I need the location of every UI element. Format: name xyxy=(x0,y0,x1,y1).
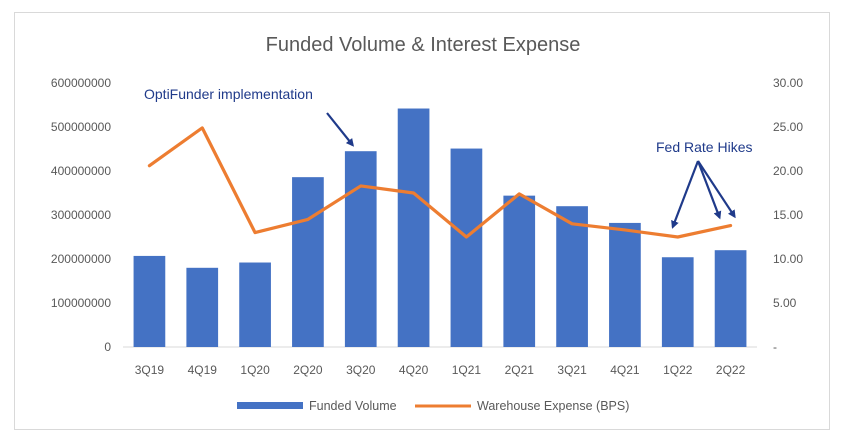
bar xyxy=(239,262,271,347)
legend-label-warehouse-expense: Warehouse Expense (BPS) xyxy=(477,399,629,413)
y-right-tick-label: 25.00 xyxy=(773,120,803,134)
annotation-fed-rate-arrow xyxy=(697,160,736,219)
bar xyxy=(714,250,747,347)
y-left-tick-label: 0 xyxy=(104,340,111,354)
legend-swatch-funded-volume xyxy=(237,402,303,409)
bar xyxy=(503,195,536,347)
bar xyxy=(450,148,483,347)
chart-title: Funded Volume & Interest Expense xyxy=(266,34,581,56)
y-right-tick-label: - xyxy=(773,340,777,354)
x-tick-label: 1Q20 xyxy=(240,363,270,377)
bar xyxy=(556,206,588,347)
combo-chart: Funded Volume & Interest Expense 0 100000… xyxy=(51,34,803,413)
bar xyxy=(609,222,641,347)
y-right-tick-label: 10.00 xyxy=(773,252,803,266)
legend: Funded Volume Warehouse Expense (BPS) xyxy=(237,399,629,413)
y-left-tick-label: 400000000 xyxy=(51,164,111,178)
annotation-optifunder: OptiFunder implementation xyxy=(144,86,313,102)
bar xyxy=(133,255,166,347)
y-right-tick-label: 15.00 xyxy=(773,208,803,222)
x-tick-label: 2Q22 xyxy=(716,363,746,377)
x-tick-label: 3Q19 xyxy=(135,363,165,377)
y-left-tick-label: 600000000 xyxy=(51,76,111,90)
x-tick-label: 4Q21 xyxy=(610,363,640,377)
warehouse-expense-line xyxy=(147,126,733,239)
annotation-fed-rate-hikes: Fed Rate Hikes xyxy=(656,139,752,155)
y-left-tick-label: 500000000 xyxy=(51,120,111,134)
y-left-tick-label: 200000000 xyxy=(51,252,111,266)
bar xyxy=(186,267,219,347)
x-tick-label: 4Q19 xyxy=(188,363,218,377)
bar xyxy=(661,257,694,347)
x-tick-label: 2Q21 xyxy=(505,363,535,377)
chart-frame: Funded Volume & Interest Expense 0 100000… xyxy=(14,12,830,430)
annotation-fed-rate-arrow xyxy=(671,160,700,229)
x-tick-label: 3Q21 xyxy=(557,363,587,377)
x-tick-label: 1Q21 xyxy=(452,363,482,377)
bar xyxy=(397,108,430,348)
y-right-tick-label: 30.00 xyxy=(773,76,803,90)
bar xyxy=(344,151,377,347)
y-right-tick-label: 20.00 xyxy=(773,164,803,178)
annotation-fed-rate-arrow xyxy=(696,160,722,220)
line-series xyxy=(147,126,733,239)
y-left-tick-label: 100000000 xyxy=(51,296,111,310)
x-tick-label: 1Q22 xyxy=(663,363,693,377)
x-tick-label: 2Q20 xyxy=(293,363,323,377)
legend-label-funded-volume: Funded Volume xyxy=(309,399,397,413)
annotation-optifunder-arrow xyxy=(326,112,354,147)
x-tick-label: 3Q20 xyxy=(346,363,376,377)
bar-series xyxy=(133,108,747,348)
y-right-tick-label: 5.00 xyxy=(773,296,797,310)
bar xyxy=(292,177,324,347)
y-left-tick-label: 300000000 xyxy=(51,208,111,222)
axes: 0 100000000 200000000 300000000 400000000 500… xyxy=(51,76,803,377)
annotations: OptiFunder implementation Fed Rate Hikes xyxy=(144,86,752,229)
x-tick-label: 4Q20 xyxy=(399,363,429,377)
